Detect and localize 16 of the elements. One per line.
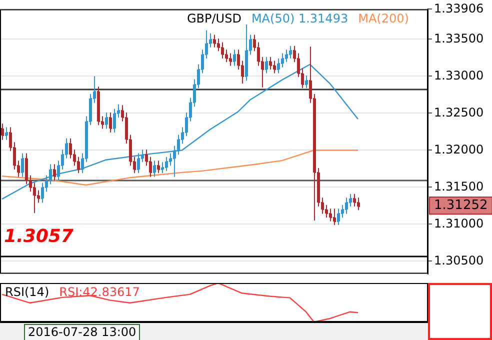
y-tick-label: 1.31000 (434, 216, 484, 230)
y-tick-label: 1.30500 (434, 253, 484, 268)
text: MA(200) (358, 11, 409, 26)
annotation: RSI:42.83617 (59, 285, 140, 300)
y-tick-label: 1.31500 (434, 179, 484, 194)
ref-line-label: 1.3057 (4, 226, 74, 248)
chart-title: GBP/USD (187, 11, 242, 26)
text: 1.31252 (434, 198, 488, 213)
chart-title: RSI(14) (5, 285, 50, 300)
y-tick-label: 1.33000 (434, 68, 484, 82)
y-tick-label: 1.33500 (434, 31, 484, 46)
text: 2016-07-28 13:00 (24, 324, 140, 340)
text: MA(50) 1.31493 (251, 11, 348, 26)
y-tick-label: 1.32500 (434, 105, 484, 120)
y-tick-label: 1.33906 (434, 1, 484, 16)
y-tick-label: 1.32000 (434, 142, 484, 156)
